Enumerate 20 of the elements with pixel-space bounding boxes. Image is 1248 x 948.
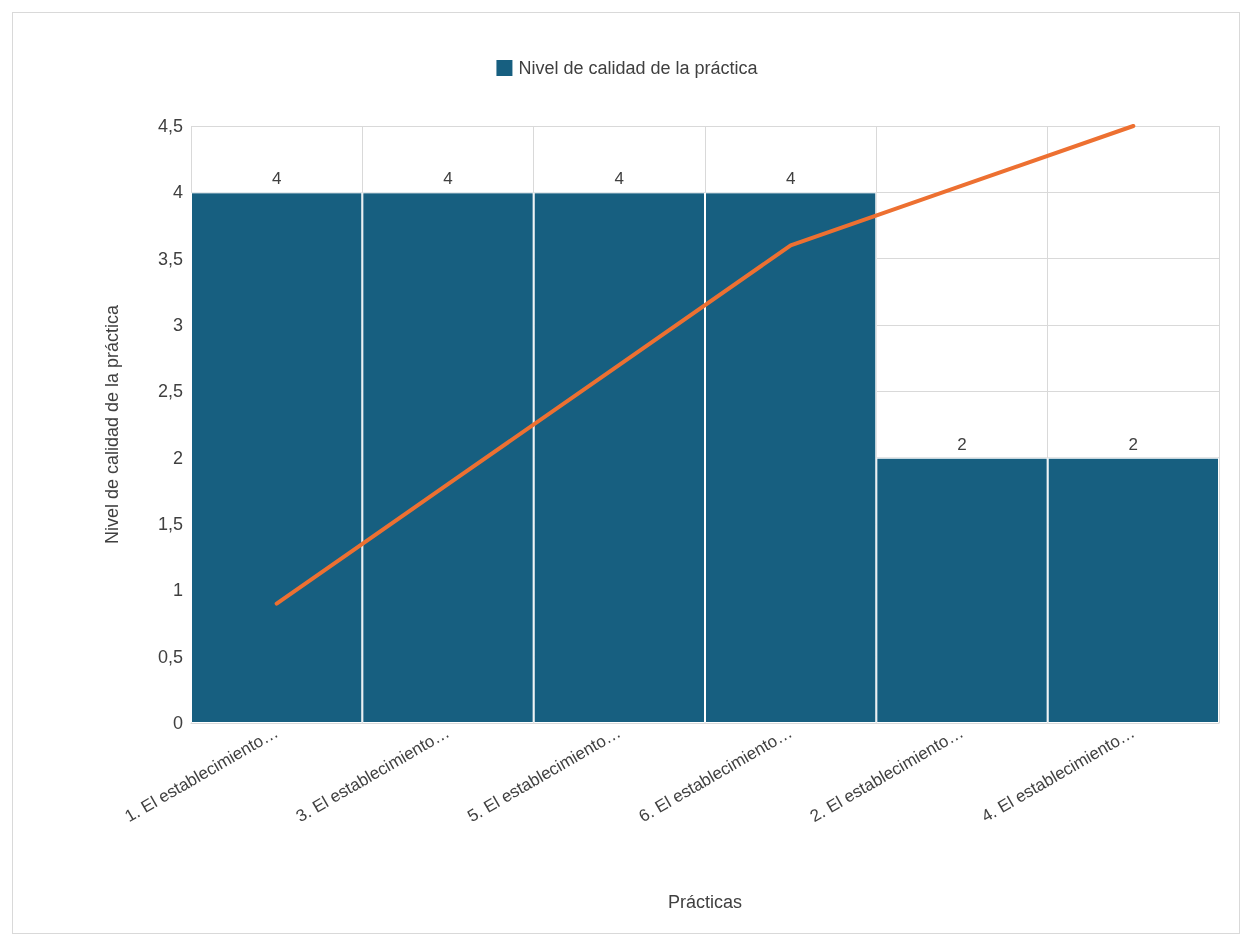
data-label: 4 bbox=[614, 169, 625, 189]
y-tick-label: 4 bbox=[172, 182, 183, 203]
y-tick-label: 2 bbox=[172, 447, 183, 468]
y-tick-label: 0 bbox=[172, 713, 183, 733]
line-series bbox=[274, 124, 1136, 606]
data-label: 2 bbox=[1128, 434, 1139, 454]
legend-label: Nivel de calidad de la práctica bbox=[518, 58, 759, 78]
data-label: 4 bbox=[785, 169, 796, 189]
y-tick-label: 0,5 bbox=[157, 646, 183, 667]
y-tick-label: 3,5 bbox=[157, 248, 183, 269]
data-label: 2 bbox=[957, 434, 967, 454]
y-axis-title: Nivel de calidad de la práctica bbox=[102, 303, 122, 545]
y-tick-label: 4,5 bbox=[157, 116, 183, 136]
x-axis-title: Prácticas bbox=[667, 892, 743, 912]
y-tick-label: 2,5 bbox=[157, 381, 183, 402]
y-tick-label: 1 bbox=[172, 580, 183, 601]
data-label: 4 bbox=[271, 169, 282, 189]
y-tick-label: 3 bbox=[172, 315, 183, 335]
data-label: 4 bbox=[443, 169, 453, 189]
y-tick-label: 1,5 bbox=[157, 514, 183, 534]
